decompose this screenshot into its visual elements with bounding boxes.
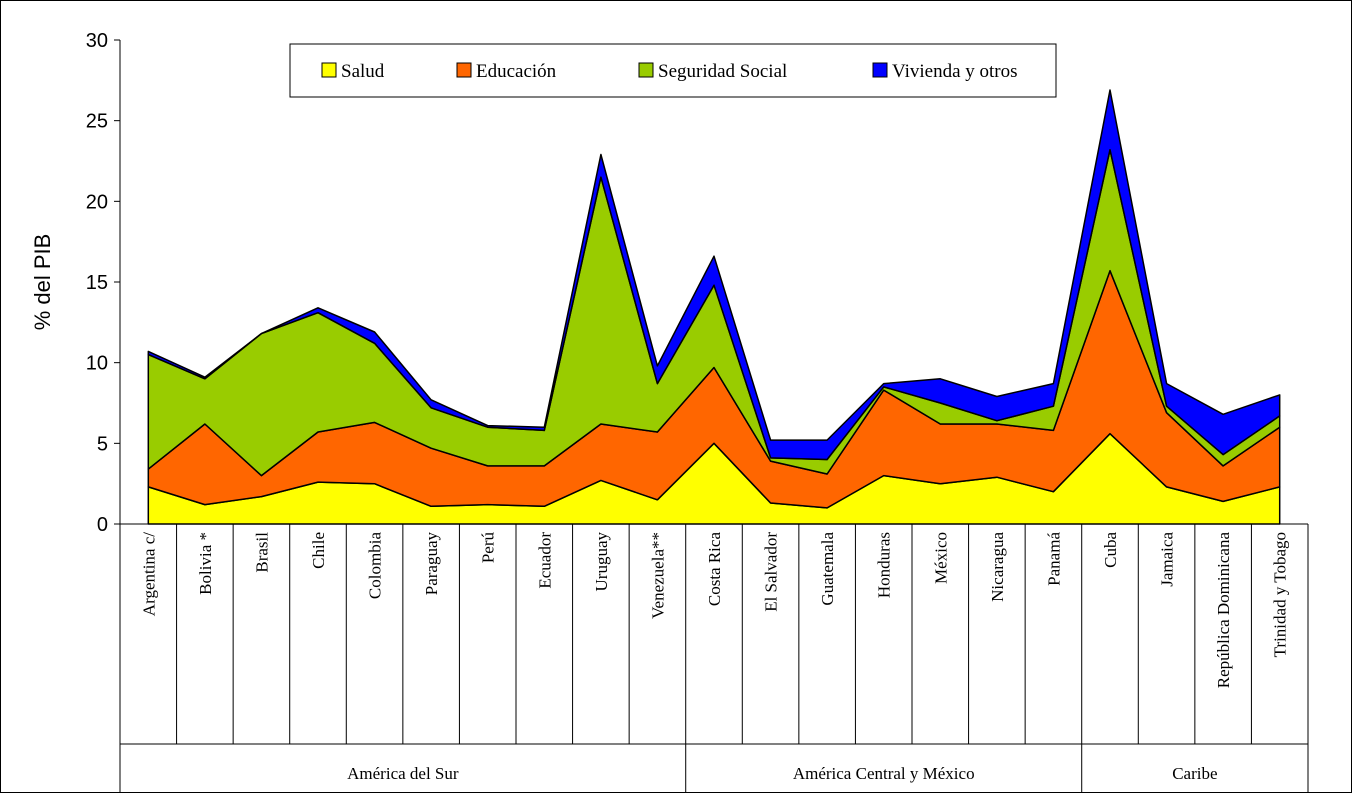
x-tick-label: México	[931, 532, 950, 584]
x-tick-label: El Salvador	[762, 532, 781, 612]
x-tick-label: Guatemala	[818, 532, 837, 606]
group-label: América del Sur	[347, 764, 459, 783]
legend-box	[289, 43, 1057, 98]
y-tick-label: 0	[97, 514, 108, 536]
x-tick-label: Colombia	[366, 532, 385, 600]
axes-layer: % del PIB 0 5 10 15 20 25 30	[30, 30, 1308, 536]
legend: Salud Educación Seguridad Social Vivienda y…	[289, 43, 1057, 98]
x-tick-label: Costa Rica	[705, 532, 724, 607]
group-label: Caribe	[1172, 764, 1217, 783]
legend-label: Seguridad Social	[658, 61, 787, 82]
legend-swatch	[638, 62, 654, 78]
legend-swatch	[872, 62, 888, 78]
y-tick-label: 25	[86, 111, 108, 133]
legend-swatch	[456, 62, 472, 78]
x-tick-label: República Dominicana	[1214, 532, 1233, 689]
legend-label: Vivienda y otros	[892, 61, 1018, 82]
y-axis-label: % del PIB	[30, 234, 55, 331]
x-tick-label: Ecuador	[535, 532, 554, 589]
legend-swatch	[321, 62, 337, 78]
y-tick-label: 30	[86, 30, 108, 52]
x-tick-label: Nicaragua	[988, 532, 1007, 602]
x-tick-label: Trinidad y Tobago	[1271, 532, 1290, 657]
group-label: América Central y México	[793, 764, 975, 783]
x-tick-label: Paraguay	[422, 532, 441, 596]
x-tick-label: Bolivia *	[196, 532, 215, 595]
area-vivienda-y-otros	[147, 89, 1281, 461]
y-tick-label: 15	[86, 272, 108, 294]
x-tick-label: Venezuela**	[648, 532, 667, 619]
x-tick-label: Perú	[479, 532, 498, 564]
x-tick-label: Chile	[309, 532, 328, 569]
x-tick-label: Panamá	[1044, 532, 1063, 586]
area-series-layer	[147, 89, 1281, 525]
y-tick-label: 10	[86, 353, 108, 375]
x-tick-label: Cuba	[1101, 532, 1120, 568]
y-tick-label: 20	[86, 191, 108, 213]
x-axis-category-table: Argentina c/Bolivia * Brasil Chile Colombia…	[119, 524, 1309, 793]
x-tick-label: Honduras	[875, 532, 894, 598]
x-tick-label: Jamaica	[1158, 532, 1177, 587]
x-tick-label: Argentina c/	[139, 532, 158, 616]
legend-label: Salud	[341, 61, 385, 82]
x-tick-label: Brasil	[252, 532, 271, 573]
legend-label: Educación	[476, 61, 557, 82]
y-tick-label: 5	[97, 433, 108, 455]
x-tick-label: Uruguay	[592, 532, 611, 592]
